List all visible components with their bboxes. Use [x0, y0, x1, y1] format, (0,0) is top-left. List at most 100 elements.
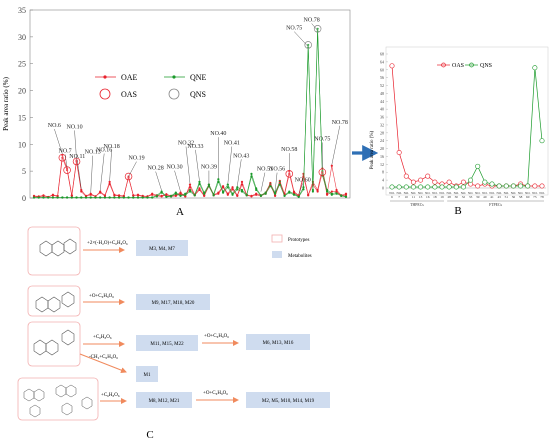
b-series-line-qns	[392, 67, 543, 188]
b-y-tick-label: 8	[382, 170, 384, 175]
point-qns	[240, 190, 244, 193]
b-point-oas	[425, 173, 431, 179]
b-point-oas	[418, 177, 424, 183]
b-y-tick-label: 0	[382, 186, 384, 191]
b-x-label-prefix: NO.	[454, 191, 460, 195]
metabolite-text-5: M8, M12, M21	[149, 399, 180, 404]
point-qns	[250, 175, 253, 178]
b-x-label-prefix: NO.	[532, 191, 538, 195]
point-oas	[217, 192, 220, 195]
b-x-label-number: 7	[398, 195, 400, 199]
b-x-label-prefix: NO.	[425, 191, 431, 195]
b-x-label-number: 75	[533, 195, 537, 199]
b-point-oas	[446, 179, 452, 185]
b-point-qns	[432, 184, 438, 190]
open-marker-qns	[313, 25, 322, 33]
legend-b-qns-label: QNS	[480, 63, 492, 69]
point-qns	[307, 43, 310, 47]
prototype-structure-1	[27, 226, 81, 276]
open-marker-oas	[63, 166, 71, 174]
point-oas	[89, 193, 92, 196]
point-oas	[108, 182, 111, 186]
annotation-leader	[64, 154, 68, 168]
b-y-tick-label: 16	[380, 154, 384, 159]
annotation-label: NO.30	[166, 165, 182, 171]
b-point-qns	[532, 65, 538, 71]
annotation-leader	[237, 159, 242, 187]
point-oas	[344, 193, 348, 196]
legend-oas-label: OAS	[121, 90, 137, 99]
point-oas	[236, 194, 239, 197]
point-oas	[174, 194, 177, 197]
b-x-label-prefix: NO.	[461, 191, 467, 195]
a-y-tick-label: 10	[18, 140, 26, 149]
b-x-label-prefix: NO.	[446, 191, 452, 195]
point-qns	[122, 196, 125, 199]
b-point-qns	[460, 184, 466, 190]
legend-qns-marker	[168, 88, 180, 100]
prototype-structure-3	[27, 321, 81, 367]
point-qns	[255, 188, 258, 192]
b-y-tick-label: 36	[380, 115, 384, 120]
a-y-tick-label: 5	[22, 167, 26, 176]
point-qns	[212, 194, 215, 197]
point-oas	[179, 192, 182, 195]
point-qns	[108, 196, 111, 199]
annotation-leader	[90, 155, 93, 193]
panel-c: Prototypes Metabolites	[17, 226, 330, 441]
b-y-tick-label: 56	[380, 75, 384, 80]
point-qns	[264, 192, 267, 195]
b-x-label-prefix: NO.	[525, 191, 531, 195]
point-qns	[311, 190, 315, 193]
annotation-label: NO.28	[148, 166, 164, 172]
point-qns	[61, 196, 64, 199]
b-group-label: THPECs	[410, 203, 424, 207]
annotation-label: NO.75	[314, 136, 330, 142]
legend-oae-marker	[103, 75, 107, 79]
point-oas	[113, 194, 116, 197]
point-oas	[307, 194, 310, 197]
annotation-label: NO.18	[104, 144, 120, 150]
annotation-leader	[294, 31, 309, 47]
point-oas	[231, 188, 234, 191]
point-qns	[207, 185, 211, 188]
b-x-label-number: 30	[455, 195, 459, 199]
point-oas	[188, 186, 192, 189]
b-x-label-number: 10	[405, 195, 409, 199]
b-y-tick-label: 68	[380, 52, 384, 57]
point-oas	[99, 191, 102, 194]
metabolite-box-1	[136, 240, 188, 256]
metabolite-box-5b	[246, 392, 330, 408]
b-y-tick-label: 32	[380, 122, 384, 127]
b-x-label-number: 32	[462, 195, 466, 199]
annotation-leader	[298, 183, 303, 195]
point-oas	[103, 194, 107, 197]
b-y-tick-label: 64	[380, 59, 384, 64]
b-point-qns	[503, 183, 509, 189]
point-oas	[51, 194, 55, 197]
point-oas	[132, 194, 135, 197]
point-qns	[127, 196, 130, 199]
a-y-tick-label: 15	[18, 113, 26, 122]
point-qns	[103, 196, 107, 199]
point-oas	[269, 183, 272, 186]
point-oas	[75, 160, 78, 163]
metabolite-box-5	[136, 392, 192, 408]
open-marker-oas	[285, 170, 294, 178]
point-oas	[288, 172, 291, 175]
b-x-label-number: 28	[447, 195, 451, 199]
point-qns	[113, 196, 116, 199]
annotation-leader	[185, 146, 191, 184]
point-qns	[188, 190, 192, 193]
metabolite-box-3b	[246, 334, 310, 350]
point-qne	[236, 186, 239, 189]
point-oae	[330, 164, 333, 167]
b-point-qns	[496, 183, 502, 189]
point-oas	[325, 193, 329, 196]
point-qns	[32, 196, 36, 199]
b-series-line-oas	[391, 65, 542, 187]
b-group-label: FTPECs	[489, 203, 502, 207]
panel-b: Peak area ratio (%) 04812162024283236404…	[370, 46, 549, 217]
point-qns	[132, 196, 135, 199]
